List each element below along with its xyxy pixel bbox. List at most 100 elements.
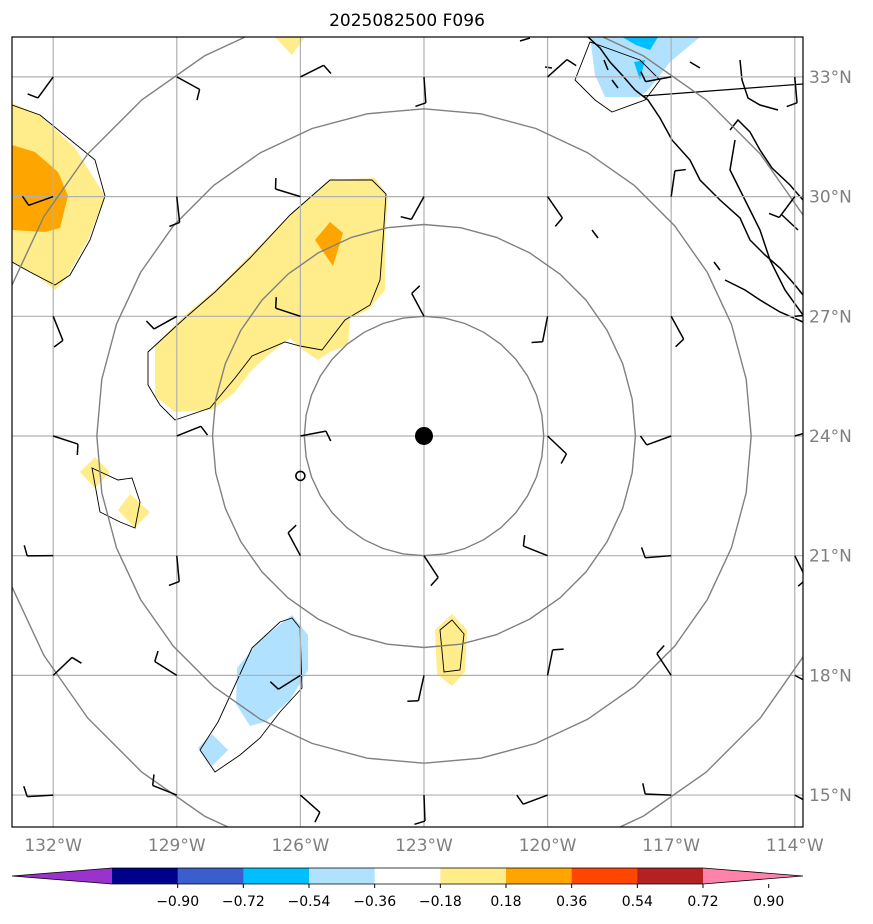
colorbar-tick-label: 0.18	[490, 894, 521, 910]
contour-line	[147, 179, 387, 421]
latitude-label: 18°N	[809, 666, 852, 686]
wind-barb	[145, 315, 178, 330]
contour-line	[199, 617, 303, 773]
positive-anomaly-core	[315, 222, 343, 266]
contour-line	[12, 104, 106, 286]
wind-barb	[23, 545, 54, 557]
colorbar-tick-label: −0.54	[288, 894, 331, 910]
colorbar-segment	[112, 868, 179, 884]
colorbar-tick-label: 0.54	[622, 894, 653, 910]
latitude-label: 21°N	[809, 547, 852, 567]
colorbar-segment	[637, 868, 704, 884]
shaded-fields	[12, 37, 700, 766]
wind-barb	[300, 430, 332, 442]
wind-barb	[423, 555, 439, 587]
wind-barbs	[21, 58, 803, 826]
latitude-label: 27°N	[809, 307, 852, 327]
positive-anomaly-region	[275, 37, 305, 55]
wind-barb	[168, 555, 180, 587]
positive-anomaly-core	[12, 145, 68, 232]
colorbar-tick-label: −0.18	[419, 894, 462, 910]
wind-barb	[23, 785, 54, 798]
wind-barb	[640, 547, 672, 559]
wind-barb	[522, 535, 548, 557]
wind-barb	[546, 648, 564, 676]
latitude-label: 15°N	[809, 786, 852, 806]
colorbar-segment	[374, 868, 441, 884]
wind-barb	[151, 774, 178, 796]
wind-barb	[670, 315, 685, 348]
longitude-label: 117°W	[642, 836, 700, 856]
wind-barb	[27, 76, 54, 99]
wind-barb	[794, 432, 803, 437]
range-ring	[96, 108, 752, 764]
wind-barb	[547, 58, 577, 78]
negative-anomaly-core	[634, 60, 645, 80]
colorbar-segment	[309, 868, 376, 884]
wind-barb	[794, 794, 803, 801]
map-frame	[11, 36, 804, 828]
negative-anomaly-core	[622, 37, 658, 50]
wind-barb	[640, 71, 672, 83]
colorbar-tick-label: −0.36	[353, 894, 396, 910]
longitude-label: 120°W	[519, 836, 577, 856]
colorbar-segment	[243, 868, 310, 884]
colorbar-tick-label: 0.90	[753, 894, 784, 910]
wind-barb	[269, 674, 301, 690]
coastline-path	[739, 59, 779, 111]
longitude-label: 126°W	[272, 836, 330, 856]
wind-barb	[639, 435, 672, 446]
wind-barb	[670, 168, 686, 197]
longitude-labels: 132°W 129°W 126°W 123°W 120°W 117°W 114°W	[24, 836, 824, 856]
wind-barb	[287, 524, 302, 557]
colorbar-tick-label: 0.36	[556, 894, 587, 910]
island-marks	[519, 37, 799, 271]
colorbar-segment	[177, 868, 244, 884]
positive-anomaly-region	[435, 614, 467, 686]
wind-barb	[52, 656, 82, 676]
wind-barb	[400, 196, 425, 221]
wind-barb	[768, 196, 796, 219]
colorbar-labels: −0.90 −0.72 −0.54 −0.36 −0.18 0.18 0.36 0.54 0.7…	[156, 884, 784, 910]
colorbar-segment	[440, 868, 507, 884]
contour-line	[439, 619, 465, 673]
colorbar-segment	[571, 868, 638, 884]
colorbar-extend-high	[703, 868, 803, 884]
range-ring	[211, 223, 637, 649]
latitude-label: 33°N	[809, 68, 852, 88]
positive-anomaly-region	[118, 494, 150, 528]
wind-barb	[516, 794, 548, 805]
wind-barb	[414, 795, 426, 826]
wind-barb	[415, 76, 427, 108]
longitude-label: 123°W	[395, 836, 453, 856]
map-area	[12, 37, 803, 827]
wind-barb	[656, 644, 672, 676]
wind-barb	[794, 555, 803, 587]
positive-anomaly-region	[80, 457, 110, 488]
wind-barb	[299, 794, 321, 823]
wind-barb	[546, 196, 563, 227]
colorbar-tick-label: 0.72	[687, 894, 718, 910]
figure-title: 2025082500 F096	[329, 11, 485, 31]
wind-barb	[52, 316, 64, 348]
wind-barb	[274, 297, 301, 318]
wind-barb	[300, 64, 332, 78]
wind-barb	[169, 196, 181, 228]
island-marks	[603, 59, 701, 89]
wind-barb	[176, 76, 201, 101]
map-background	[12, 37, 803, 827]
colorbar-segment	[506, 868, 573, 884]
longitude-label: 129°W	[148, 836, 206, 856]
colorbar-extend-low	[12, 868, 112, 884]
colorbar-outline	[11, 867, 804, 885]
wind-barb	[411, 285, 425, 317]
coastline-path	[724, 279, 803, 323]
coastline	[519, 37, 803, 323]
border-line	[642, 83, 803, 97]
contour-line	[91, 467, 141, 529]
colorbar	[11, 867, 804, 885]
longitude-label: 114°W	[766, 836, 824, 856]
storm-center-marker	[414, 426, 433, 445]
wind-barb	[547, 435, 568, 464]
